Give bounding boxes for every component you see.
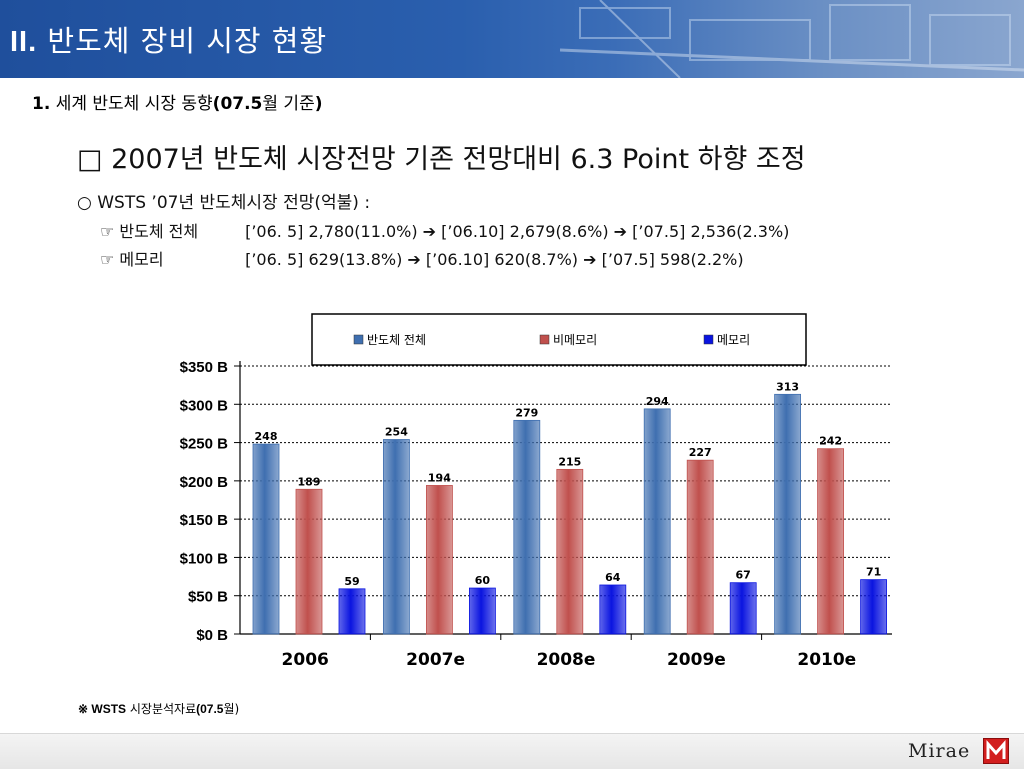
legend-label: 비메모리 <box>553 333 597 347</box>
y-tick-label: $200 B <box>180 474 229 491</box>
data-label: 242 <box>819 435 842 448</box>
x-tick-label: 2008e <box>537 650 596 670</box>
bar <box>774 393 801 635</box>
circuit-board-image <box>560 0 1024 78</box>
headline: □ 2007년 반도체 시장전망 기존 전망대비 6.3 Point 하향 조정 <box>77 144 806 175</box>
y-tick-label: $350 B <box>180 359 229 376</box>
bar <box>382 439 410 635</box>
y-tick-label: $50 B <box>188 589 228 606</box>
data-label: 194 <box>428 471 451 484</box>
page-title: II. 반도체 장비 시장 현황 <box>10 18 327 60</box>
y-tick-label: $250 B <box>180 436 229 453</box>
y-tick-label: $0 B <box>196 627 228 644</box>
section-number: II. <box>10 26 38 58</box>
bar <box>729 582 757 635</box>
y-tick-label: $150 B <box>180 512 229 529</box>
data-label: 189 <box>298 475 321 488</box>
legend-swatch <box>703 334 714 345</box>
bar <box>468 587 496 635</box>
footer-bar <box>0 733 1024 769</box>
section-subtitle: 1. 세계 반도체 시장 동향(07.5월 기준) <box>32 94 323 114</box>
bar <box>599 584 627 635</box>
data-label: 215 <box>558 455 581 468</box>
memory-forecast-line: ☞ 메모리 [’06. 5] 629(13.8%) ➔ [’06.10] 620… <box>100 250 744 269</box>
data-label: 60 <box>475 574 491 587</box>
y-tick-label: $100 B <box>180 550 229 567</box>
data-label: 248 <box>255 430 278 443</box>
x-tick-label: 2006 <box>282 650 329 670</box>
bar <box>556 468 584 635</box>
x-tick-label: 2007e <box>406 650 465 670</box>
data-label: 279 <box>515 406 538 419</box>
bar <box>686 459 714 635</box>
data-label: 313 <box>776 380 799 393</box>
bar <box>252 443 280 635</box>
mirae-logo-mark <box>983 738 1009 764</box>
data-label: 294 <box>646 395 669 408</box>
arrow-icon: ➔ <box>613 222 628 241</box>
bar <box>513 419 541 635</box>
x-tick-label: 2009e <box>667 650 726 670</box>
source-note: ※ WSTS 시장분석자료(07.5월) <box>78 702 240 716</box>
slide-header: II. 반도체 장비 시장 현황 <box>0 0 1024 78</box>
arrow-icon: ➔ <box>407 250 421 269</box>
total-forecast-line: ☞ 반도체 전체 [’06. 5] 2,780(11.0%) ➔ [’06.10… <box>100 222 790 241</box>
data-label: 67 <box>736 569 751 582</box>
bar <box>817 448 844 635</box>
y-tick-label: $300 B <box>180 397 229 414</box>
data-label: 64 <box>605 571 621 584</box>
legend-box <box>311 313 807 366</box>
bar <box>425 485 453 635</box>
bar <box>860 579 887 635</box>
section-title: 반도체 장비 시장 현황 <box>47 24 328 58</box>
data-label: 71 <box>866 566 881 579</box>
bar <box>643 408 671 635</box>
arrow-icon: ➔ <box>583 250 597 269</box>
legend-label: 반도체 전체 <box>367 333 426 347</box>
wsts-bullet: ○ WSTS ’07년 반도체시장 전망(억불) : <box>77 193 371 213</box>
legend-label: 메모리 <box>717 333 750 347</box>
legend-swatch <box>353 334 364 345</box>
arrow-icon: ➔ <box>422 222 437 241</box>
market-bar-chart: 반도체 전체 비메모리 메모리 $0 B $50 B $100 B $150 B $200 B… <box>180 313 892 670</box>
x-tick-label: 2010e <box>797 650 856 670</box>
bar <box>338 588 366 635</box>
data-label: 254 <box>385 426 408 439</box>
data-label: 59 <box>344 575 359 588</box>
data-label: 227 <box>689 446 712 459</box>
bar <box>295 488 323 635</box>
legend-swatch <box>539 334 550 345</box>
mirae-logo: Mirae <box>908 740 971 762</box>
